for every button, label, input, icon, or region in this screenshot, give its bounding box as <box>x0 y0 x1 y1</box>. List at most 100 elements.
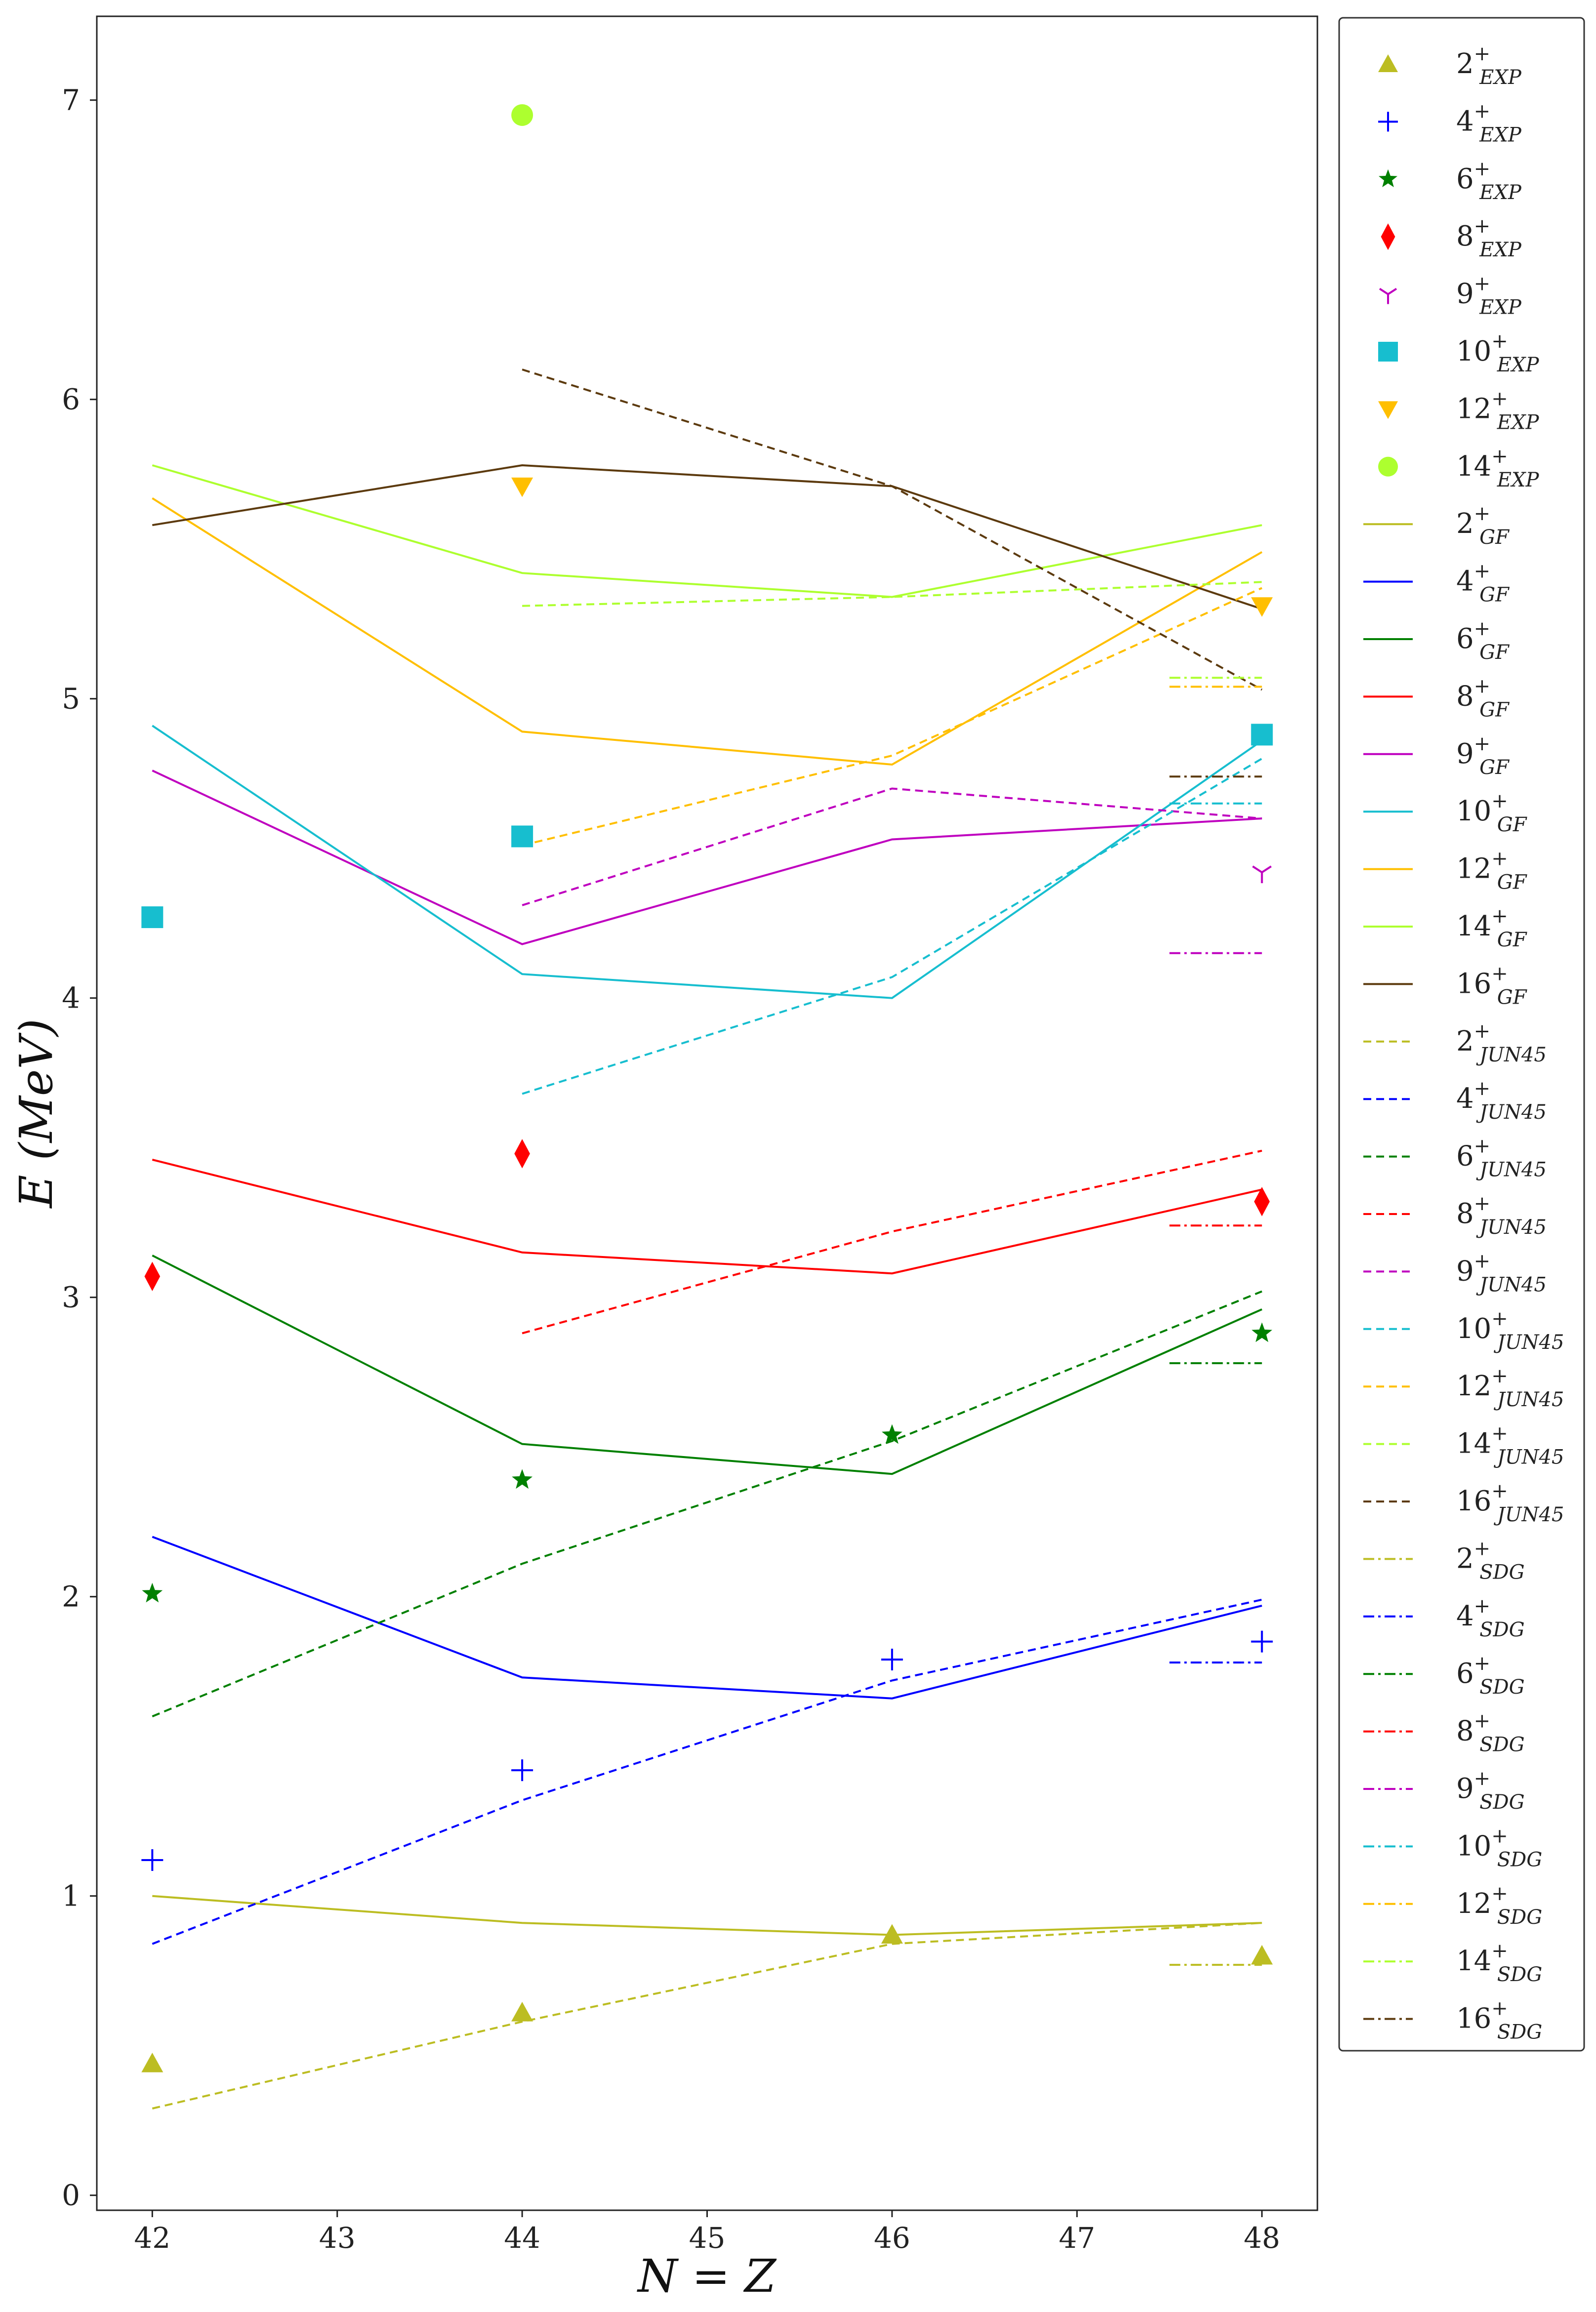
legend-frame <box>1338 17 1585 2052</box>
legend-label: 10+ JUN45 <box>1456 1307 1564 1354</box>
exp-point-10 <box>511 825 533 848</box>
exp-point-2 <box>1251 1945 1273 1965</box>
legend-label: 14+ JUN45 <box>1456 1422 1564 1469</box>
legend-marker-12 <box>1378 401 1398 419</box>
exp-point-10 <box>141 906 164 929</box>
exp-point-4 <box>141 1849 164 1871</box>
legend-marker-9 <box>1379 287 1397 304</box>
exp-point-4 <box>881 1648 903 1670</box>
exp-point-6 <box>142 1582 163 1603</box>
legend-label: 9+ SDG <box>1456 1767 1525 1814</box>
x-tick-label: 47 <box>1059 2221 1095 2255</box>
legend-label: 2+ SDG <box>1456 1537 1525 1583</box>
exp-point-2 <box>511 2002 533 2022</box>
legend-label: 16+ GF <box>1456 962 1527 1009</box>
y-tick-label: 1 <box>62 1879 80 1913</box>
legend-label: 12+ GF <box>1456 848 1527 894</box>
x-tick-label: 46 <box>874 2221 910 2255</box>
legend-entries: 2+ EXP 4+ EXP 6+ EXP 8+ EXP 9+ EXP 10+ EXP 12+ EXP 14+… <box>1363 42 1564 2044</box>
legend-marker-10 <box>1378 342 1398 362</box>
legend-label: 4+ EXP <box>1456 100 1522 146</box>
y-tick-label: 3 <box>62 1281 80 1314</box>
series-line-gf-9 <box>152 770 1262 945</box>
legend-label: 14+ GF <box>1456 905 1527 951</box>
series-line-jun45-12 <box>522 587 1263 847</box>
series-line-jun45-10 <box>522 758 1263 1095</box>
exp-point-10 <box>1251 724 1273 746</box>
legend-marker-8 <box>1381 223 1395 250</box>
legend-label: 12+ SDG <box>1456 1882 1542 1929</box>
exp-point-4 <box>511 1759 533 1782</box>
series-line-gf-2 <box>152 1895 1262 1936</box>
x-tick-label: 43 <box>319 2221 356 2255</box>
series-line-gf-12 <box>152 497 1263 766</box>
legend-label: 8+ SDG <box>1456 1710 1525 1756</box>
legend-label: 2+ JUN45 <box>1456 1020 1547 1066</box>
series-line-gf-16 <box>152 464 1263 610</box>
y-tick-label: 4 <box>62 981 80 1015</box>
series-line-gf-8 <box>152 1158 1263 1275</box>
x-tick-label: 42 <box>134 2221 170 2255</box>
exp-point-8 <box>144 1261 161 1291</box>
series-line-jun45-2 <box>152 1922 1262 2109</box>
y-tick-label: 7 <box>62 83 80 117</box>
legend: 2+ EXP 4+ EXP 6+ EXP 8+ EXP 9+ EXP 10+ EXP 12+ EXP 14+… <box>1338 17 1585 2052</box>
legend-label: 12+ JUN45 <box>1456 1365 1564 1411</box>
legend-label: 9+ GF <box>1456 732 1510 779</box>
legend-label: 6+ GF <box>1456 617 1510 664</box>
legend-label: 9+ EXP <box>1456 273 1522 319</box>
series-line-gf-14 <box>152 464 1263 598</box>
exp-point-12 <box>511 477 533 497</box>
legend-marker-4 <box>1378 112 1398 132</box>
exp-point-9 <box>1252 865 1272 884</box>
y-tick-label: 6 <box>62 383 80 416</box>
exp-point-6 <box>882 1424 902 1444</box>
legend-label: 2+ GF <box>1456 502 1510 549</box>
legend-label: 14+ EXP <box>1456 445 1539 491</box>
exp-point-14 <box>511 104 533 126</box>
series-line-gf-10 <box>152 725 1263 999</box>
series-line-jun45-6 <box>152 1290 1263 1717</box>
x-tick-label: 44 <box>504 2221 540 2255</box>
plot-layer <box>141 104 1273 2109</box>
series-line-gf-6 <box>152 1255 1263 1475</box>
legend-label: 4+ GF <box>1456 560 1510 607</box>
legend-label: 8+ EXP <box>1456 215 1522 261</box>
legend-label: 10+ SDG <box>1456 1825 1542 1871</box>
legend-label: 12+ EXP <box>1456 387 1539 434</box>
legend-marker-6 <box>1379 169 1397 187</box>
y-axis-title: E (MeV) <box>10 1018 63 1209</box>
exp-point-2 <box>141 2053 164 2072</box>
series-line-jun45-4 <box>152 1598 1263 1945</box>
exp-point-6 <box>1251 1322 1272 1342</box>
x-axis-title: N = Z <box>637 2250 777 2303</box>
series-line-jun45-14 <box>522 581 1262 607</box>
legend-label: 10+ GF <box>1456 790 1527 836</box>
x-tick-label: 45 <box>689 2221 726 2255</box>
legend-label: 10+ EXP <box>1456 330 1539 376</box>
legend-label: 16+ JUN45 <box>1456 1480 1564 1526</box>
exp-point-12 <box>1251 597 1273 617</box>
legend-label: 4+ JUN45 <box>1456 1077 1547 1124</box>
legend-label: 6+ EXP <box>1456 158 1522 204</box>
exp-point-2 <box>881 1924 903 1944</box>
series-line-jun45-16 <box>522 368 1263 691</box>
series-line-jun45-9 <box>522 787 1262 906</box>
legend-label: 4+ SDG <box>1456 1595 1525 1641</box>
legend-marker-2 <box>1378 54 1398 72</box>
legend-label: 8+ JUN45 <box>1456 1192 1547 1239</box>
legend-label: 14+ SDG <box>1456 1940 1542 1986</box>
legend-label: 6+ JUN45 <box>1456 1135 1547 1181</box>
legend-label: 16+ SDG <box>1456 1997 1542 2044</box>
series-line-gf-4 <box>152 1536 1263 1700</box>
exp-point-8 <box>1254 1187 1270 1217</box>
legend-label: 6+ SDG <box>1456 1652 1525 1699</box>
exp-point-4 <box>1251 1630 1273 1653</box>
legend-marker-14 <box>1378 456 1398 477</box>
exp-point-6 <box>512 1469 532 1489</box>
y-tick-label: 2 <box>62 1580 80 1614</box>
y-tick-label: 0 <box>62 2179 80 2212</box>
legend-label: 8+ GF <box>1456 675 1510 721</box>
